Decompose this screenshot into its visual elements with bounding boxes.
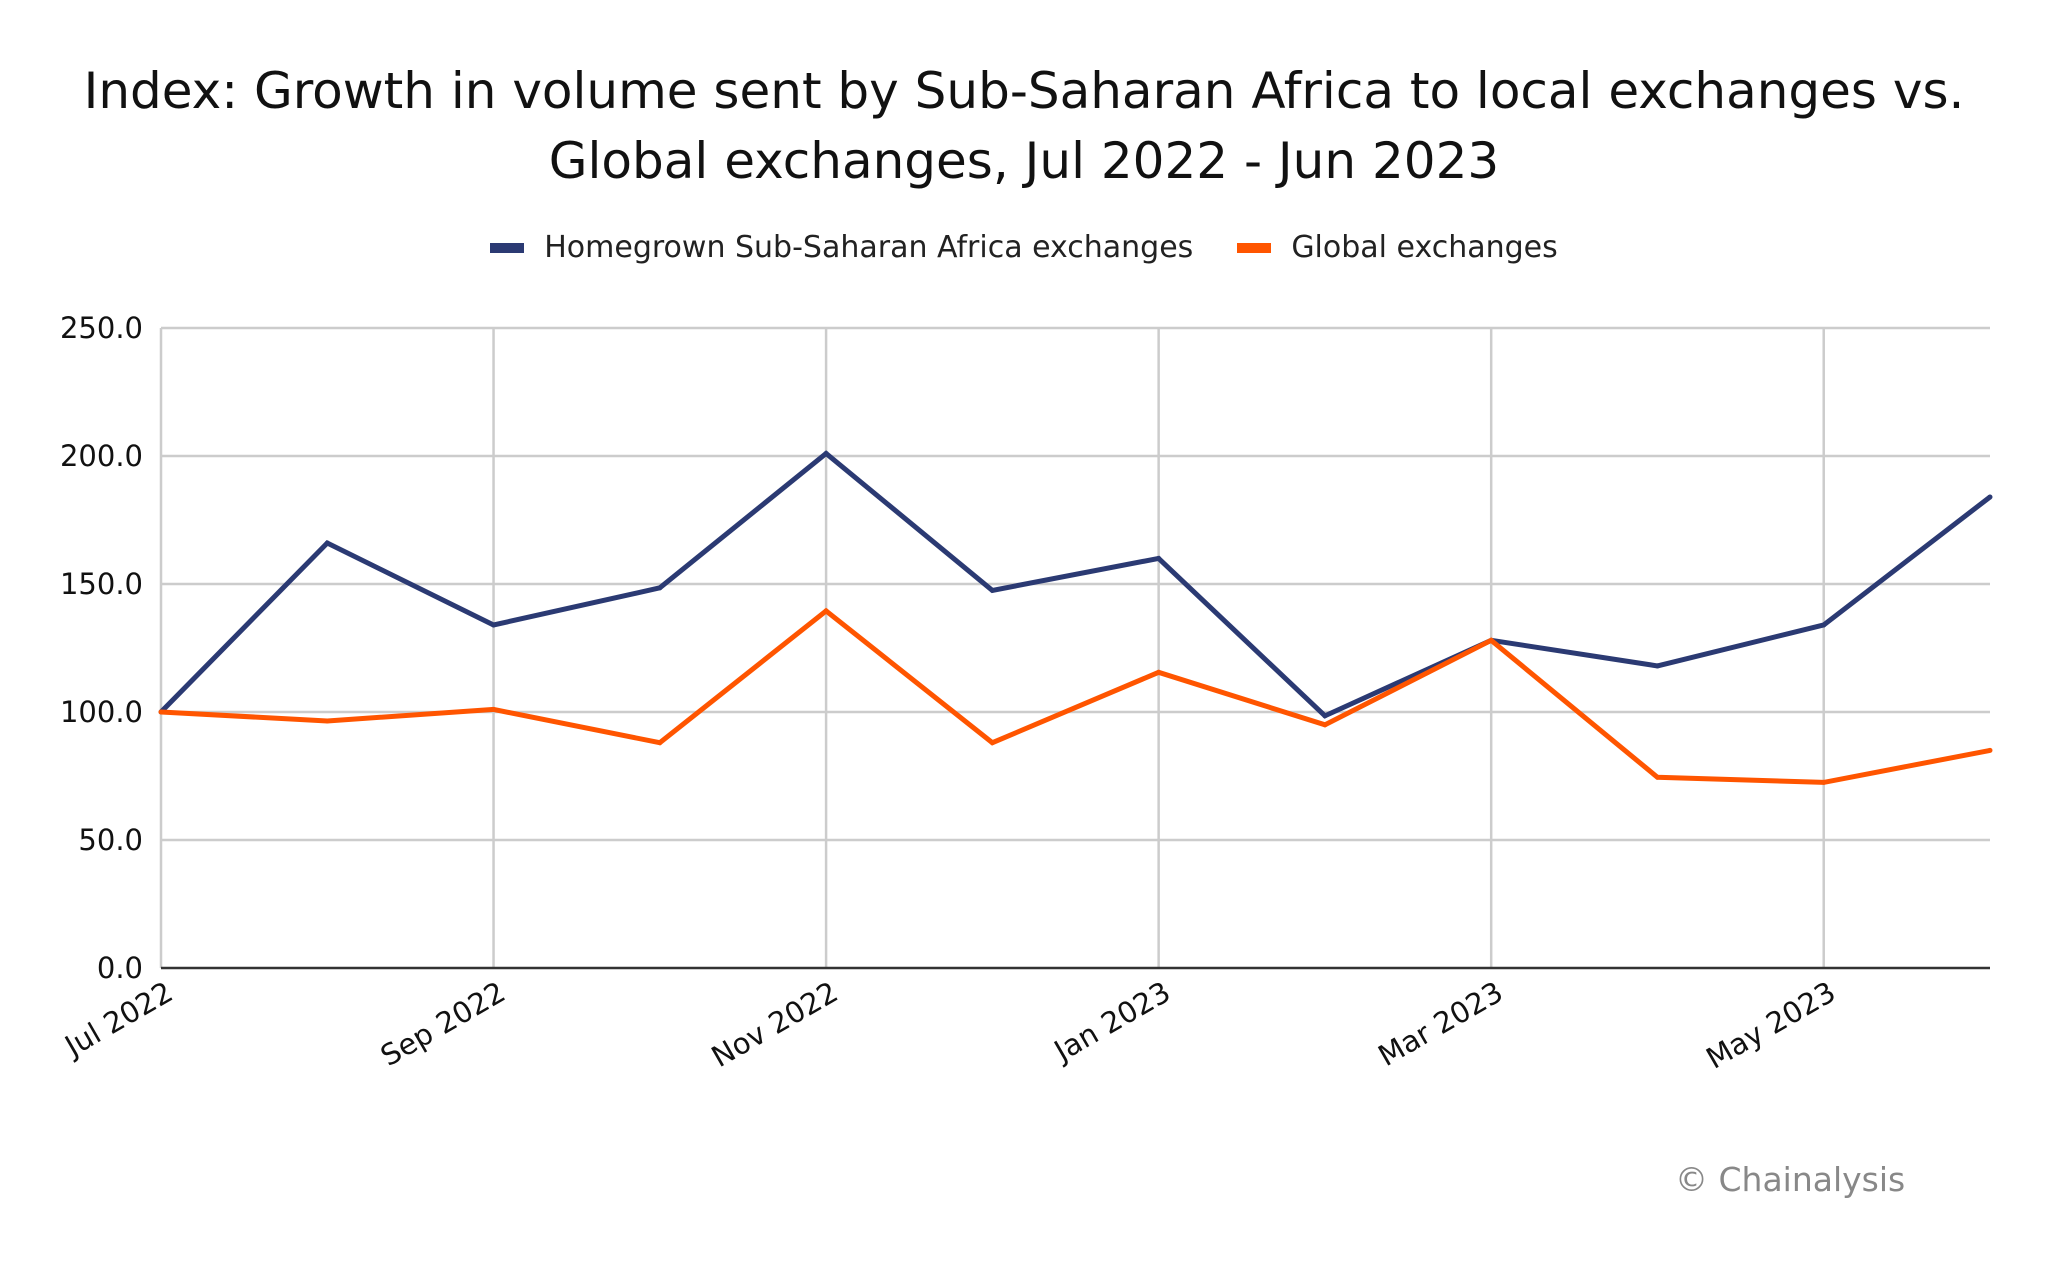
legend-label-global: Global exchanges <box>1291 230 1558 265</box>
data-point-global <box>324 718 330 724</box>
data-point-homegrown <box>324 540 330 546</box>
x-tick-label: Nov 2022 <box>706 975 844 1074</box>
y-tick-label: 200.0 <box>60 439 143 473</box>
data-point-global <box>1821 779 1827 785</box>
chart-title-line-2: Global exchanges, Jul 2022 - Jun 2023 <box>548 132 1500 190</box>
data-point-global <box>1488 637 1494 643</box>
chart-title-line-1: Index: Growth in volume sent by Sub-Saha… <box>83 62 1965 120</box>
data-point-global <box>1654 774 1660 780</box>
x-tick-label: Jan 2023 <box>1047 975 1176 1069</box>
y-tick-label: 150.0 <box>60 567 143 601</box>
data-point-homegrown <box>1156 555 1162 561</box>
legend-swatch-homegrown <box>490 242 525 253</box>
x-tick-label: May 2023 <box>1700 975 1841 1076</box>
x-tick-label: Sep 2022 <box>375 975 511 1073</box>
data-point-homegrown <box>1322 713 1328 719</box>
data-point-global <box>1322 722 1328 728</box>
legend: Homegrown Sub-Saharan Africa exchanges G… <box>0 230 2048 265</box>
data-point-global <box>1987 747 1993 753</box>
data-point-homegrown <box>1821 622 1827 628</box>
data-point-global <box>491 706 497 712</box>
data-point-homegrown <box>1987 494 1993 500</box>
legend-item-global[interactable]: Global exchanges <box>1237 230 1558 265</box>
data-point-homegrown <box>1654 663 1660 669</box>
data-point-global <box>989 740 995 746</box>
x-tick-label: Jul 2022 <box>58 975 179 1064</box>
data-point-homegrown <box>491 622 497 628</box>
legend-swatch-global <box>1237 242 1272 253</box>
y-tick-label: 100.0 <box>60 695 143 729</box>
y-tick-label: 250.0 <box>60 311 143 345</box>
chart-title: Index: Growth in volume sent by Sub-Saha… <box>0 56 2048 196</box>
series-line-homegrown <box>159 450 1992 719</box>
data-point-global <box>823 608 829 614</box>
y-tick-label: 50.0 <box>78 823 143 857</box>
chainalysis-watermark: © Chainalysis <box>1675 1160 1906 1199</box>
series-line-global <box>160 607 1991 785</box>
y-tick-label: 0.0 <box>97 951 143 985</box>
data-point-homegrown <box>657 585 663 591</box>
legend-label-homegrown: Homegrown Sub-Saharan Africa exchanges <box>544 230 1194 265</box>
data-point-homegrown <box>823 450 829 456</box>
data-point-global <box>158 709 164 715</box>
x-tick-label: Mar 2023 <box>1372 975 1508 1073</box>
legend-item-homegrown[interactable]: Homegrown Sub-Saharan Africa exchanges <box>490 230 1193 265</box>
data-point-homegrown <box>989 587 995 593</box>
data-point-global <box>657 740 663 746</box>
data-point-global <box>1156 669 1162 675</box>
